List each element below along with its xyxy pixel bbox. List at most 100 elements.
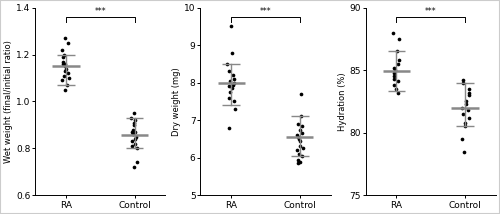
- Point: [128, 130, 136, 134]
- Point: [60, 74, 68, 77]
- Point: [130, 123, 138, 127]
- Point: [462, 121, 469, 125]
- Point: [459, 112, 467, 116]
- Point: [131, 137, 139, 141]
- Point: [296, 160, 304, 163]
- Point: [460, 125, 468, 128]
- Point: [298, 124, 306, 128]
- Point: [228, 51, 236, 54]
- Point: [294, 158, 302, 161]
- Point: [131, 119, 139, 122]
- Point: [390, 68, 398, 72]
- Y-axis label: Hydration (%): Hydration (%): [338, 72, 346, 131]
- Point: [390, 71, 398, 74]
- Point: [296, 92, 304, 96]
- Point: [296, 145, 304, 148]
- Point: [128, 140, 136, 143]
- Point: [458, 137, 466, 141]
- Point: [128, 144, 136, 148]
- Point: [224, 96, 232, 100]
- Point: [133, 147, 141, 150]
- Point: [390, 83, 398, 87]
- Point: [129, 128, 137, 131]
- Point: [299, 147, 307, 150]
- Point: [390, 66, 398, 69]
- Point: [294, 122, 302, 126]
- Point: [390, 31, 398, 34]
- Point: [462, 102, 470, 106]
- Point: [296, 139, 304, 143]
- Point: [64, 41, 72, 45]
- Point: [230, 100, 237, 103]
- Point: [224, 85, 232, 88]
- Point: [60, 62, 68, 66]
- Text: ***: ***: [94, 7, 106, 16]
- Point: [224, 70, 232, 73]
- Point: [458, 106, 466, 109]
- Point: [460, 150, 468, 153]
- Point: [390, 75, 398, 78]
- Point: [61, 65, 69, 68]
- Point: [394, 37, 402, 41]
- Point: [390, 77, 398, 81]
- Point: [296, 128, 304, 131]
- Point: [58, 60, 66, 63]
- Point: [126, 116, 134, 120]
- Point: [395, 58, 403, 62]
- Point: [64, 83, 72, 87]
- Point: [297, 115, 305, 118]
- Point: [294, 162, 302, 165]
- Point: [62, 36, 70, 40]
- Point: [134, 161, 141, 164]
- Point: [58, 48, 66, 52]
- Point: [465, 94, 473, 97]
- Point: [60, 53, 68, 56]
- Point: [58, 79, 66, 82]
- Text: ***: ***: [425, 7, 436, 16]
- Point: [226, 79, 234, 83]
- Point: [228, 87, 235, 90]
- Point: [130, 111, 138, 115]
- Point: [225, 126, 233, 129]
- Point: [132, 135, 140, 138]
- Point: [130, 142, 138, 145]
- Point: [226, 90, 234, 94]
- Point: [62, 67, 70, 70]
- Point: [294, 135, 302, 139]
- Point: [224, 62, 232, 66]
- Point: [294, 137, 302, 141]
- Point: [293, 134, 301, 137]
- Point: [229, 73, 237, 77]
- Point: [132, 130, 140, 134]
- Point: [464, 108, 471, 112]
- Point: [394, 80, 402, 83]
- Point: [64, 72, 72, 75]
- Y-axis label: Wet weight (final/initial ratio): Wet weight (final/initial ratio): [4, 40, 13, 163]
- Point: [129, 133, 137, 136]
- Point: [462, 100, 469, 103]
- Point: [459, 81, 467, 85]
- Point: [65, 76, 73, 80]
- Point: [465, 87, 473, 91]
- Y-axis label: Dry weight (mg): Dry weight (mg): [172, 67, 182, 136]
- Point: [229, 83, 237, 86]
- Point: [62, 88, 70, 91]
- Point: [62, 69, 70, 73]
- Point: [392, 87, 400, 91]
- Point: [230, 77, 238, 81]
- Point: [130, 121, 138, 124]
- Point: [394, 91, 402, 94]
- Point: [128, 133, 136, 136]
- Point: [230, 81, 238, 85]
- Point: [293, 149, 301, 152]
- Point: [458, 79, 466, 82]
- Point: [465, 91, 473, 94]
- Point: [394, 62, 402, 66]
- Point: [228, 25, 235, 28]
- Point: [394, 50, 402, 53]
- Point: [465, 116, 473, 119]
- Point: [294, 152, 302, 156]
- Text: ***: ***: [260, 7, 272, 16]
- Point: [130, 165, 138, 169]
- Point: [298, 154, 306, 158]
